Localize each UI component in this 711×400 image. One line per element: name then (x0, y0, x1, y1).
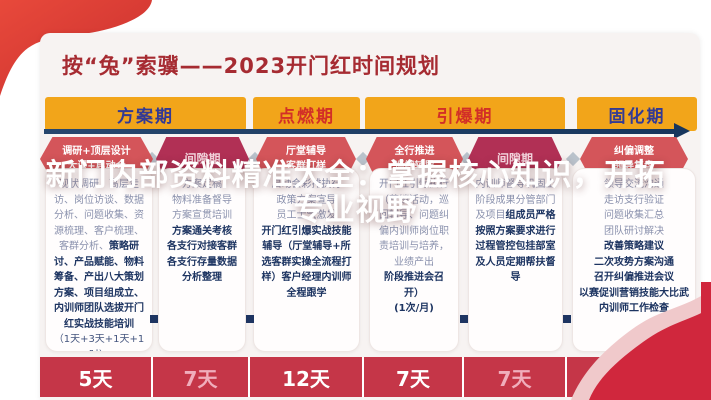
red-corner-wave (571, 290, 711, 400)
watermark-line-1: 新门内部资料精准大全：掌握核心知识，开拓 (45, 158, 666, 193)
task-list-gap2: 内训师督导巩固上阶段成果分管部门及项目组成员严格按照方案要求进行过程管控包挂部室… (468, 168, 563, 352)
milestone-label: 领导复盘 (614, 161, 654, 172)
page-title: 按“兔”索骥——2023开门红时间规划 (62, 54, 441, 78)
watermark-line-2: 专业视野 (293, 193, 418, 228)
task-list-ignite: 启动会彩排执行 政策方案宣导 员工士气激发 开门红引爆实战技能辅导（厅堂辅导+所… (253, 168, 360, 352)
connector-square-icon (150, 315, 158, 323)
task-text: 组成员严格按照方案要求进行过程管控包挂部室及人员定期帮扶督导 (475, 210, 556, 283)
task-note: （1天+3天+1天+1时） (53, 334, 145, 351)
milestone-label: 巡视辅导 (394, 161, 435, 172)
red-corner-blob (0, 0, 152, 96)
task-text: 内训师督导巩固上阶段成果分管部门及项目 (475, 179, 556, 221)
milestone-label: 大课+启动会 (67, 161, 126, 172)
task-text: 改善策略建议 二次攻势方案沟通 召开纠偏推进会议 以赛促训营销技能大比武 内训师… (579, 241, 689, 314)
milestone-label: 客群打样 (286, 161, 326, 172)
phase-header-ignite: 点燃期 (253, 97, 360, 131)
milestone-label: 间隙期 (184, 152, 221, 166)
duration-cell: 7天 (464, 357, 567, 397)
task-text: 开门红引爆实战技能辅导（厅堂辅导+所选客群实操全流程打样）客户经理内训师全程跟学 (261, 225, 352, 299)
milestone-label: 间隙期 (496, 152, 533, 166)
task-text: 方案定稿 物料准备督导 方案宣贯培训 (172, 179, 232, 221)
duration-cell: 5天 (40, 357, 153, 397)
task-text: 策略研讨、产品赋能、物料筹备、产出八大策划方案、项目组成立、内训师团队选拔开门红… (54, 241, 144, 330)
task-text: 现状调研、高层走访、岗位访谈、数据分析、问题收集、资源梳理、客户梳理、客群分析、 (54, 179, 144, 252)
task-text: 方案通关考核 各支行对接客群 各支行存量数据 分析整理 (167, 225, 237, 284)
connector-square-icon (563, 315, 571, 323)
timeline-arrow-icon (674, 123, 690, 139)
duration-cell: 7天 (364, 357, 464, 397)
milestone-label: 调研+顶层设计 (62, 146, 131, 157)
milestone-label: 纠偏调整 (614, 146, 654, 157)
milestone-label: 全行推进 (394, 146, 435, 157)
duration-cell: 7天 (153, 357, 250, 397)
task-text: 开门红引爆执行（营销活动，巡回辅导、问题纠偏内训师岗位职责培训与培养，业绩产出 (379, 179, 449, 268)
duration-cell: 12天 (250, 357, 364, 397)
watermark-overlay: 新门内部资料精准大全：掌握核心知识，开拓 专业视野 (0, 158, 711, 228)
connector-square-icon (460, 315, 468, 323)
phase-header-plan: 方案期 (45, 97, 246, 131)
task-text: 领导交流沟通 走访支行验证 问题收集汇总 团队研讨解决 (604, 179, 664, 237)
task-text: 阶段推进会召开） (1次/月) (384, 272, 444, 314)
task-list-plan: 现状调研、高层走访、岗位访谈、数据分析、问题收集、资源梳理、客户梳理、客群分析、… (45, 168, 153, 352)
phase-header-detonate: 引爆期 (365, 97, 565, 131)
task-list-detonate: 开门红引爆执行（营销活动，巡回辅导、问题纠偏内训师岗位职责培训与培养，业绩产出 … (369, 168, 459, 352)
timeline-bar (44, 129, 676, 134)
milestone-label: 厅堂辅导 (286, 146, 326, 157)
task-list-gap1: 方案定稿 物料准备督导 方案宣贯培训 方案通关考核 各支行对接客群 各支行存量数… (158, 168, 246, 352)
connector-square-icon (246, 315, 254, 323)
task-text: 启动会彩排执行 政策方案宣导 员工士气激发 (271, 179, 342, 221)
red-edge-strip (701, 282, 711, 400)
